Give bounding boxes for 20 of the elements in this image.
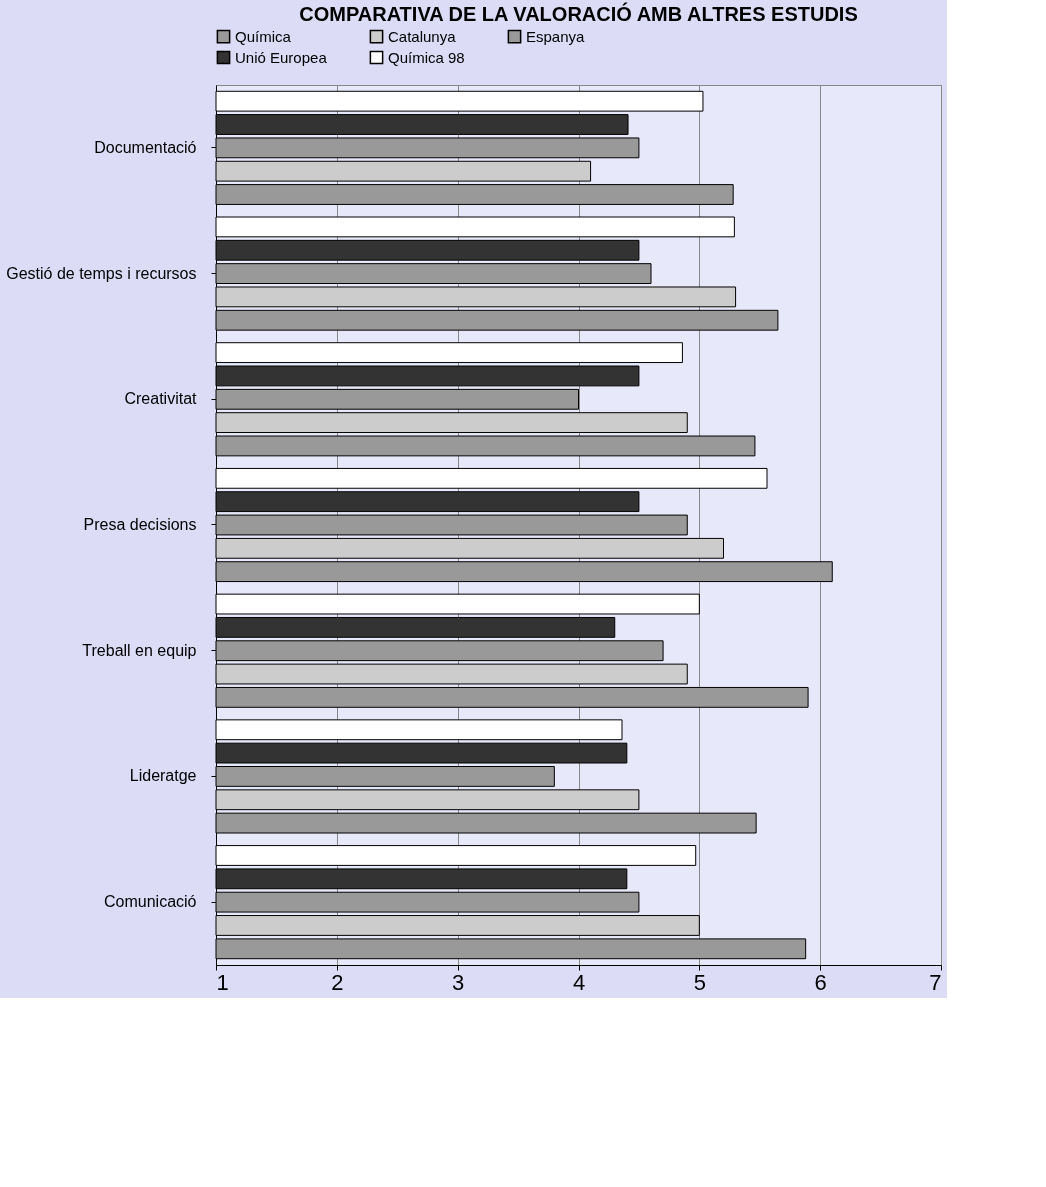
chart-title: COMPARATIVA DE LA VALORACIÓ AMB ALTRES ESTUDIS [299, 2, 858, 25]
legend-label: Química 98 [388, 48, 465, 66]
x-tick-label: 2 [331, 969, 344, 995]
y-tick-label: Creativitat [124, 390, 198, 408]
legend-label: Catalunya [388, 27, 457, 45]
x-tick-label: 4 [572, 969, 586, 995]
legend-label: Espanya [526, 27, 586, 45]
x-tick-label: 7 [929, 969, 942, 995]
y-tick-label: Presa decisions [83, 516, 197, 533]
x-tick-label: 1 [216, 969, 229, 995]
y-tick-label: Gestió de temps i recursos [6, 264, 197, 282]
y-tick-label: Documentació [94, 138, 197, 156]
y-tick-label: Comunicació [104, 893, 197, 911]
x-tick-label: 3 [452, 969, 465, 995]
y-tick-label: Treball en equip [82, 641, 197, 659]
x-tick-label: 5 [693, 969, 706, 995]
legend-label: Unió Europea [235, 48, 328, 66]
x-tick-label: 6 [814, 969, 827, 995]
legend-label: Química [235, 27, 292, 45]
y-tick-label: Lideratge [129, 767, 197, 785]
